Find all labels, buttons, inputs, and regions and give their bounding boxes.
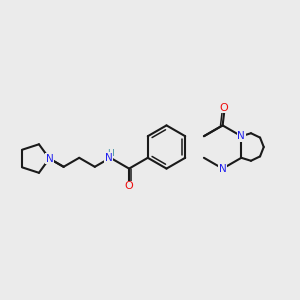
Text: N: N [46,154,54,164]
Text: N: N [237,131,245,141]
Text: O: O [125,181,134,191]
Text: O: O [220,103,229,113]
Text: N: N [219,164,226,174]
Text: H: H [107,148,114,158]
Text: N: N [46,154,53,164]
Text: N: N [105,153,113,163]
